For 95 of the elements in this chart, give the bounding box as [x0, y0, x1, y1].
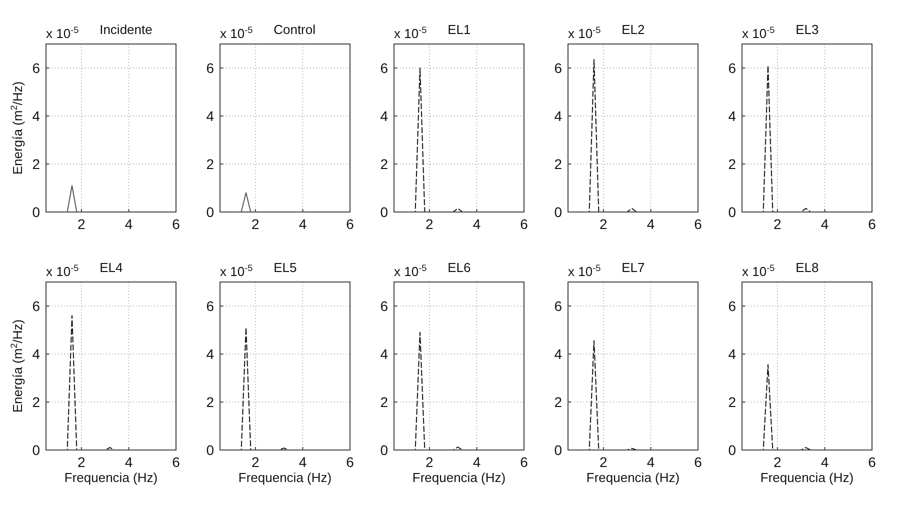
x-axis-title: Frequencia (Hz) [412, 470, 506, 485]
y-tick-label: 0 [554, 204, 562, 220]
chart-title: EL2 [622, 22, 645, 37]
x-tick-label: 4 [820, 454, 829, 470]
x-tick-label: 6 [346, 454, 354, 470]
chart-title: EL7 [622, 260, 645, 275]
y-tick-label: 2 [32, 394, 40, 410]
y-tick-label: 4 [380, 346, 388, 362]
x-tick-label: 2 [426, 216, 434, 232]
x-tick-label: 6 [172, 216, 180, 232]
x-tick-label: 2 [252, 216, 260, 232]
y-tick-label: 2 [380, 156, 388, 172]
text: x 10$^{-5}$ [568, 263, 601, 279]
y-tick-label: 0 [32, 442, 40, 458]
text: x 10$^{-5}$ [46, 263, 79, 279]
x-tick-label: 6 [868, 454, 876, 470]
y-tick-label: 6 [32, 298, 40, 314]
y-tick-label: 0 [206, 204, 214, 220]
y-tick-label: 2 [206, 156, 214, 172]
y-tick-label: 0 [206, 442, 214, 458]
y-tick-label: 6 [554, 298, 562, 314]
x-tick-label: 6 [694, 216, 702, 232]
y-tick-label: 6 [380, 60, 388, 76]
x-tick-label: 6 [694, 454, 702, 470]
y-tick-label: 4 [32, 108, 40, 124]
x-tick-label: 4 [472, 216, 481, 232]
x-tick-label: 6 [520, 454, 528, 470]
x-axis-title: Frequencia (Hz) [760, 470, 854, 485]
y-tick-label: 2 [32, 156, 40, 172]
x-tick-label: 4 [298, 454, 307, 470]
x-tick-label: 6 [520, 216, 528, 232]
y-tick-label: 2 [380, 394, 388, 410]
y-tick-label: 4 [728, 108, 736, 124]
chart-title: EL1 [448, 22, 471, 37]
x-axis-title: Frequencia (Hz) [64, 470, 158, 485]
y-tick-label: 4 [380, 108, 388, 124]
x-tick-label: 4 [820, 216, 829, 232]
y-tick-label: 0 [380, 442, 388, 458]
text: x 10$^{-5}$ [394, 263, 427, 279]
y-tick-label: 6 [206, 60, 214, 76]
chart-title: Incidente [100, 22, 152, 37]
chart-title: EL3 [796, 22, 819, 37]
x-tick-label: 2 [252, 454, 260, 470]
x-tick-label: 4 [472, 454, 481, 470]
y-tick-label: 4 [32, 346, 40, 362]
y-tick-label: 6 [32, 60, 40, 76]
y-tick-label: 6 [728, 298, 736, 314]
y-tick-label: 4 [554, 346, 562, 362]
chart-title: EL5 [274, 260, 297, 275]
text: x 10$^{-5}$ [220, 263, 253, 279]
y-tick-label: 6 [728, 60, 736, 76]
x-tick-label: 2 [600, 216, 608, 232]
x-tick-label: 2 [600, 454, 608, 470]
y-tick-label: 4 [206, 346, 214, 362]
chart-title: EL4 [100, 260, 123, 275]
x-tick-label: 6 [172, 454, 180, 470]
y-tick-label: 0 [32, 204, 40, 220]
x-tick-label: 6 [868, 216, 876, 232]
x-tick-label: 2 [774, 454, 782, 470]
x-tick-label: 4 [124, 454, 133, 470]
x-tick-label: 4 [646, 454, 655, 470]
y-tick-label: 6 [380, 298, 388, 314]
x-tick-label: 4 [646, 216, 655, 232]
x-tick-label: 2 [78, 216, 86, 232]
y-tick-label: 0 [380, 204, 388, 220]
x-tick-label: 4 [298, 216, 307, 232]
y-tick-label: 4 [206, 108, 214, 124]
chart-title: EL8 [796, 260, 819, 275]
y-tick-label: 2 [554, 156, 562, 172]
y-tick-label: 2 [206, 394, 214, 410]
y-tick-label: 6 [206, 298, 214, 314]
y-tick-label: 4 [554, 108, 562, 124]
y-tick-label: 0 [728, 204, 736, 220]
text: x 10$^{-5}$ [568, 25, 601, 41]
text: x 10$^{-5}$ [394, 25, 427, 41]
y-tick-label: 6 [554, 60, 562, 76]
y-tick-label: 0 [554, 442, 562, 458]
text: x 10$^{-5}$ [742, 25, 775, 41]
x-axis-title: Frequencia (Hz) [238, 470, 332, 485]
x-tick-label: 4 [124, 216, 133, 232]
text: x 10$^{-5}$ [220, 25, 253, 41]
y-tick-label: 4 [728, 346, 736, 362]
y-tick-label: 2 [728, 394, 736, 410]
chart-title: Control [274, 22, 316, 37]
x-tick-label: 2 [78, 454, 86, 470]
y-tick-label: 0 [728, 442, 736, 458]
x-axis-title: Frequencia (Hz) [586, 470, 680, 485]
chart-title: EL6 [448, 260, 471, 275]
text: x 10$^{-5}$ [46, 25, 79, 41]
y-tick-label: 2 [554, 394, 562, 410]
x-tick-label: 2 [774, 216, 782, 232]
text: x 10$^{-5}$ [742, 263, 775, 279]
y-tick-label: 2 [728, 156, 736, 172]
x-tick-label: 6 [346, 216, 354, 232]
x-tick-label: 2 [426, 454, 434, 470]
